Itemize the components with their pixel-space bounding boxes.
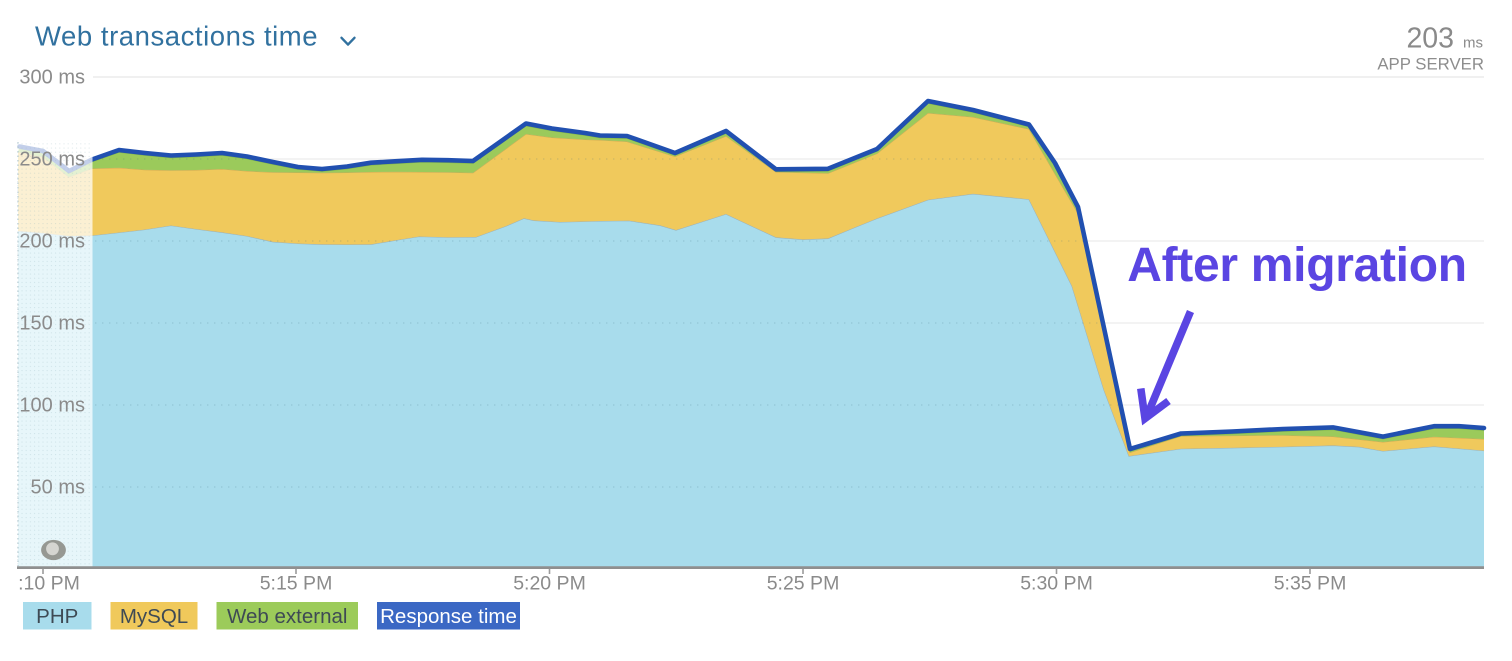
svg-text:PHP: PHP	[36, 605, 78, 628]
svg-text:150 ms: 150 ms	[19, 313, 85, 335]
svg-text:200 ms: 200 ms	[19, 231, 85, 253]
svg-text:5:35 PM: 5:35 PM	[1274, 573, 1347, 595]
svg-text:5:20 PM: 5:20 PM	[513, 573, 586, 595]
svg-text:100 ms: 100 ms	[19, 395, 85, 417]
svg-text:Web transactions time: Web transactions time	[35, 21, 318, 52]
svg-text:APP SERVER: APP SERVER	[1377, 55, 1484, 74]
svg-text:5:15 PM: 5:15 PM	[260, 573, 333, 595]
svg-text:After migration: After migration	[1127, 239, 1467, 292]
svg-text:50 ms: 50 ms	[31, 477, 85, 499]
svg-text:300 ms: 300 ms	[19, 67, 85, 89]
svg-text:5:25 PM: 5:25 PM	[767, 573, 840, 595]
svg-text:ms: ms	[1463, 35, 1483, 52]
svg-text:MySQL: MySQL	[120, 605, 188, 628]
svg-text:5:30 PM: 5:30 PM	[1020, 573, 1093, 595]
svg-text:250 ms: 250 ms	[19, 149, 85, 171]
svg-text:Web external: Web external	[227, 605, 347, 628]
svg-text::10 PM: :10 PM	[18, 573, 80, 595]
svg-text:203: 203	[1406, 23, 1454, 55]
svg-text:Response time: Response time	[380, 605, 517, 628]
